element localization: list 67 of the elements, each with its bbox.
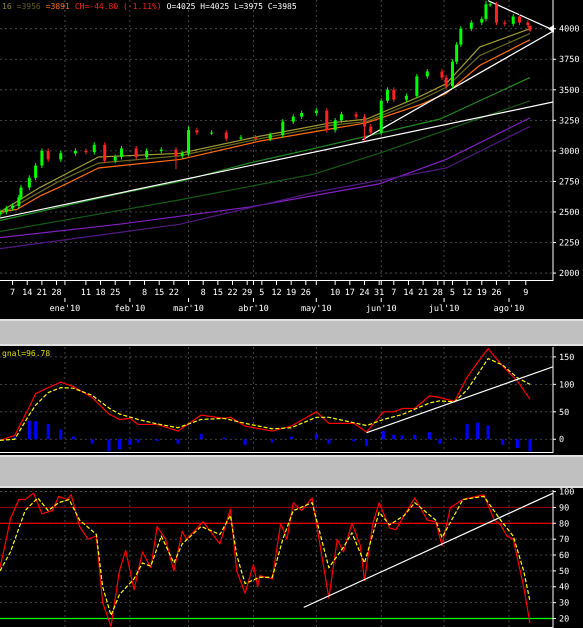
x-tick-label: 21 <box>418 288 428 298</box>
x2-tick-label: jun'10 <box>366 304 397 314</box>
x-tick-label: 8 <box>200 288 206 298</box>
x-tick-label: 9 <box>523 288 528 298</box>
x2-tick-label: jul'10 <box>428 304 460 314</box>
x-tick-label: 11 <box>80 288 92 298</box>
annotation: =3956 <box>16 2 41 11</box>
y-tick-label: 3250 <box>559 116 580 126</box>
x-tick-label: 19 <box>476 288 487 298</box>
y-tick-label: 4000 <box>559 24 580 35</box>
x2-tick-label: abr'10 <box>238 304 269 314</box>
x-tick-label: 21 <box>36 288 48 298</box>
x-tick-label: 10 <box>330 288 340 298</box>
x-tick-label: 24 <box>359 288 370 298</box>
annotation: gnal=96.78 <box>2 349 50 358</box>
y-tick-label: 3750 <box>559 55 580 66</box>
x-tick-label: 5 <box>259 288 264 298</box>
y-tick-label: 60 <box>559 551 570 562</box>
x-tick-label: 17 <box>344 288 355 298</box>
x-tick-label: 14 <box>22 288 32 298</box>
y-tick-label: 50 <box>559 566 570 577</box>
y-tick-label: 40 <box>559 582 570 593</box>
y-tick-label: 3000 <box>559 146 580 157</box>
annotation: =3891 <box>46 2 70 11</box>
x-tick-label: 14 <box>403 288 414 298</box>
annotation: CH=-44.80 (-1.11%) <box>74 2 162 11</box>
x-tick-label: 29 <box>242 288 252 298</box>
y-tick-label: 100 <box>559 380 574 390</box>
y-tick-label: 80 <box>559 519 570 530</box>
x-tick-label: 22 <box>227 288 238 298</box>
y-tick-label: 0 <box>559 435 564 446</box>
x-tick-label: 28 <box>51 288 62 298</box>
x-tick-label: 31 <box>374 288 384 298</box>
x-tick-label: 26 <box>300 288 311 298</box>
x-tick-label: 7 <box>10 288 16 298</box>
x-tick-label: 28 <box>432 288 443 298</box>
y-tick-label: 2250 <box>559 238 580 248</box>
y-tick-label: 90 <box>559 503 570 514</box>
x-tick-label: 18 <box>95 288 106 298</box>
x-tick-label: 26 <box>491 288 502 298</box>
x-tick-label: 8 <box>142 288 148 298</box>
x2-tick-label: mar'10 <box>173 304 204 314</box>
x-tick-label: 15 <box>212 288 223 298</box>
y-tick-label: 50 <box>559 408 570 418</box>
y-tick-label: 3500 <box>559 86 580 96</box>
y-tick-label: 150 <box>559 352 574 363</box>
y-tick-label: 100 <box>559 488 574 498</box>
y-tick-label: 20 <box>559 614 570 624</box>
x2-tick-label: feb'10 <box>114 304 146 314</box>
y-tick-label: 70 <box>559 535 570 546</box>
x-tick-label: 22 <box>168 288 179 298</box>
x-tick-label: 7 <box>391 288 396 298</box>
y-tick-label: 2500 <box>559 208 580 218</box>
x2-tick-label: ago'10 <box>494 304 524 314</box>
x-tick-label: 15 <box>154 288 164 298</box>
x-tick-label: 5 <box>450 288 456 298</box>
annotation: O=4025 H=4025 L=3975 C=3985 <box>166 2 297 11</box>
y-tick-label: 2000 <box>559 269 580 280</box>
y-tick-label: 2750 <box>559 177 580 188</box>
x2-tick-label: ene'10 <box>50 304 80 314</box>
x-tick-label: 25 <box>110 288 120 298</box>
x2-tick-label: may'10 <box>300 304 332 314</box>
x-tick-label: 12 <box>271 288 282 298</box>
x-tick-label: 19 <box>286 288 296 298</box>
y-tick-label: 30 <box>559 598 570 609</box>
x-tick-label: 12 <box>462 288 472 298</box>
annotation: 16 <box>2 2 12 11</box>
